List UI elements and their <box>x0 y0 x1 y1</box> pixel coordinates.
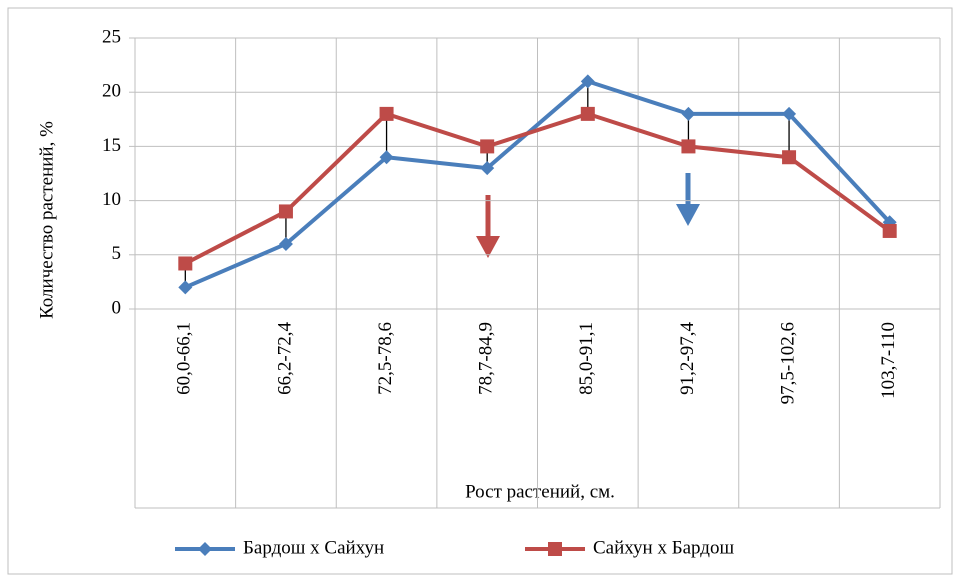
legend-label: Сайхун х Бардош <box>593 537 734 558</box>
marker <box>178 256 193 271</box>
marker <box>278 204 293 219</box>
x-tick-label: 85,0-91,1 <box>576 322 597 395</box>
marker <box>681 139 696 154</box>
x-tick-label: 72,5-78,6 <box>375 322 396 395</box>
marker <box>379 150 394 165</box>
legend-label: Бардош х Сайхун <box>243 537 384 558</box>
series-line <box>184 111 891 266</box>
y-axis-label: Количество растений, % <box>36 121 57 319</box>
y-tick-label: 5 <box>112 243 122 264</box>
y-tick-label: 25 <box>102 26 121 47</box>
x-axis-label: Рост растений, см. <box>465 481 615 502</box>
arrow <box>676 173 700 226</box>
marker <box>580 74 595 89</box>
series-line <box>184 79 892 290</box>
marker <box>782 150 797 165</box>
x-tick-label: 60,0-66,1 <box>174 322 195 395</box>
marker <box>480 161 495 176</box>
x-tick-label: 78,7-84,9 <box>476 322 497 395</box>
x-tick-label: 103,7-110 <box>878 322 899 399</box>
marker <box>379 106 394 121</box>
x-tick-label: 66,2-72,4 <box>274 322 295 395</box>
y-tick-label: 10 <box>102 189 121 210</box>
x-tick-label: 97,5-102,6 <box>777 322 798 404</box>
marker <box>548 542 562 556</box>
y-tick-label: 20 <box>102 81 121 102</box>
marker <box>782 106 797 121</box>
marker <box>278 236 293 251</box>
marker <box>178 280 193 295</box>
marker <box>681 106 696 121</box>
arrow <box>476 195 500 258</box>
y-tick-label: 15 <box>102 135 121 156</box>
marker <box>198 542 212 556</box>
chart-border <box>7 7 953 575</box>
x-tick-label: 91,2-97,4 <box>677 322 698 395</box>
y-tick-label: 0 <box>112 297 122 318</box>
marker <box>882 223 897 238</box>
marker <box>480 139 495 154</box>
marker <box>580 106 595 121</box>
